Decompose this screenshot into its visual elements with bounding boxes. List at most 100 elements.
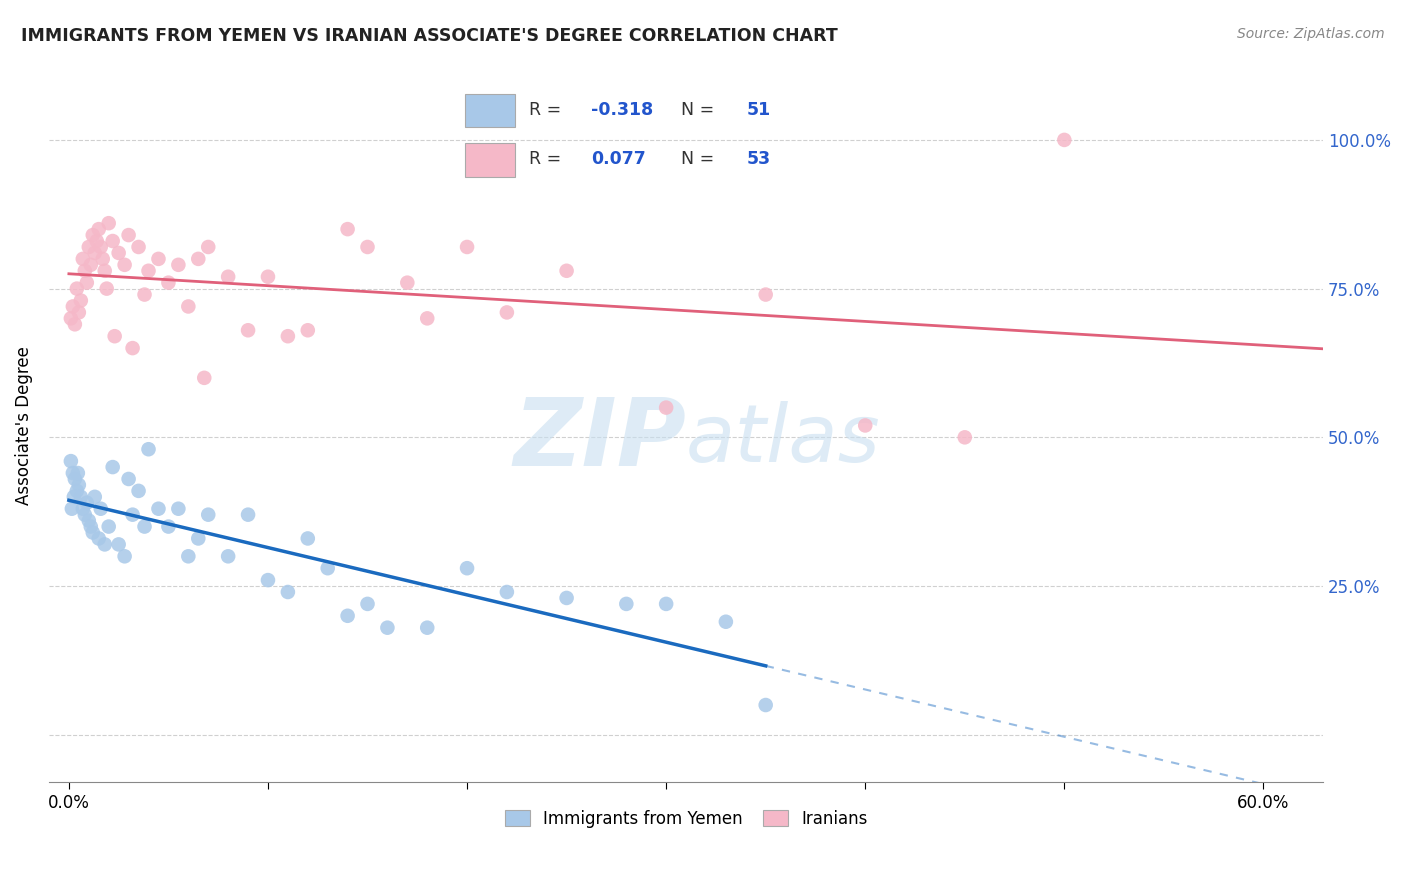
Point [356,597,378,611]
Point [336,222,359,236]
Point [356,240,378,254]
Point [197,508,219,522]
Point [83,490,105,504]
Point [134,519,156,533]
Point [193,371,215,385]
Point [93,537,115,551]
Point [63,472,86,486]
Point [114,549,136,564]
Point [66,483,89,498]
Point [93,264,115,278]
Point [63,490,86,504]
Point [101,460,124,475]
Point [82,525,104,540]
Point [91,252,114,266]
Point [555,264,578,278]
Point [167,501,190,516]
Point [416,311,439,326]
Point [90,501,112,516]
Point [336,608,359,623]
Point [496,305,519,319]
Point [72,252,94,266]
Point [277,329,299,343]
Point [83,246,105,260]
Point [73,264,96,278]
Point [157,276,180,290]
Text: Source: ZipAtlas.com: Source: ZipAtlas.com [1237,27,1385,41]
Point [377,621,399,635]
Point [714,615,737,629]
Point [755,287,778,301]
Point [62,300,84,314]
Point [257,573,280,587]
Point [496,585,519,599]
Point [69,490,91,504]
Point [63,318,86,332]
Point [138,264,160,278]
Point [297,532,319,546]
Point [396,276,419,290]
Text: atlas: atlas [686,401,880,479]
Point [167,258,190,272]
Point [953,430,976,444]
Point [456,240,478,254]
Point [148,501,170,516]
Point [76,496,98,510]
Point [62,466,84,480]
Point [67,305,90,319]
Point [555,591,578,605]
Point [77,514,100,528]
Point [87,532,110,546]
Point [655,401,678,415]
Point [80,258,103,272]
Point [87,222,110,236]
Legend: Immigrants from Yemen, Iranians: Immigrants from Yemen, Iranians [498,804,875,835]
Point [73,508,96,522]
Point [217,269,239,284]
Point [117,472,139,486]
Point [236,323,259,337]
Point [86,234,108,248]
Point [82,228,104,243]
Point [177,549,200,564]
Point [853,418,876,433]
Point [257,269,280,284]
Point [107,246,129,260]
Point [107,537,129,551]
Point [121,508,143,522]
Point [316,561,339,575]
Point [97,519,120,533]
Point [655,597,678,611]
Point [67,478,90,492]
Point [456,561,478,575]
Point [236,508,259,522]
Point [104,329,127,343]
Point [90,240,112,254]
Point [80,519,103,533]
Point [197,240,219,254]
Point [277,585,299,599]
Point [1053,133,1076,147]
Point [66,282,89,296]
Point [76,276,98,290]
Point [187,532,209,546]
Point [134,287,156,301]
Point [138,442,160,457]
Point [114,258,136,272]
Point [72,501,94,516]
Point [59,311,82,326]
Point [297,323,319,337]
Point [66,466,89,480]
Text: ZIP: ZIP [513,393,686,486]
Point [187,252,209,266]
Point [69,293,91,308]
Point [60,501,83,516]
Point [128,483,150,498]
Point [97,216,120,230]
Point [217,549,239,564]
Y-axis label: Associate's Degree: Associate's Degree [15,346,32,505]
Point [59,454,82,468]
Point [148,252,170,266]
Text: IMMIGRANTS FROM YEMEN VS IRANIAN ASSOCIATE'S DEGREE CORRELATION CHART: IMMIGRANTS FROM YEMEN VS IRANIAN ASSOCIA… [21,27,838,45]
Point [96,282,118,296]
